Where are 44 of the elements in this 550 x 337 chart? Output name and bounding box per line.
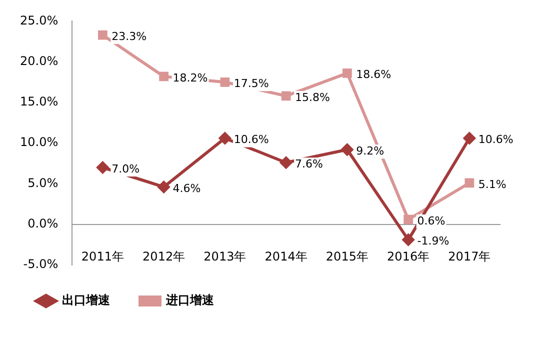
point (464, 178, 474, 188)
point (158, 180, 170, 193)
point (463, 132, 476, 144)
y-tick-label: 5.0% (28, 176, 58, 190)
data-label: 17.5% (234, 77, 269, 90)
x-tick-label: 2011年 (81, 250, 124, 264)
point (218, 132, 231, 144)
legend-label: 出口增速 (62, 293, 111, 308)
x-tick-label: 2012年 (142, 250, 186, 264)
point (96, 161, 109, 174)
x-tick-label: 2013年 (204, 250, 246, 264)
data-label: 0.6% (417, 214, 446, 228)
point (342, 68, 352, 78)
point (402, 234, 414, 246)
point (404, 214, 413, 224)
data-label: 15.8% (295, 90, 330, 104)
data-label: 18.6% (356, 68, 392, 82)
x-tick-label: 2017年 (448, 250, 491, 264)
point (280, 156, 292, 169)
point (220, 77, 230, 87)
x-tick-label: 2015年 (326, 250, 368, 264)
y-tick-label: 20.0% (20, 54, 58, 68)
point (281, 91, 291, 101)
y-tick-label: 10.0% (20, 135, 58, 150)
y-tick-label: -5.0% (23, 257, 58, 272)
data-label: 18.2% (172, 71, 208, 84)
y-tick-label: 15.0% (20, 94, 58, 109)
data-label: 10.6% (478, 133, 514, 146)
data-label: -1.9% (417, 234, 450, 248)
point (341, 144, 354, 156)
x-tick-label: 2016年 (387, 250, 430, 264)
y-tick-label: 0.0% (28, 216, 58, 230)
point (159, 72, 168, 82)
data-label: 4.6% (172, 182, 201, 195)
point (98, 30, 108, 40)
data-label: 5.1% (478, 178, 506, 191)
data-label: 9.2% (356, 144, 384, 158)
x-tick-label: 2014年 (264, 250, 308, 264)
data-label: 7.0% (112, 162, 140, 176)
legend-label: 进口增速 (165, 293, 215, 308)
data-label: 7.6% (295, 157, 324, 170)
data-label: 23.3% (112, 30, 147, 43)
data-label: 10.6% (234, 133, 269, 146)
y-tick-label: 25.0% (20, 13, 58, 28)
